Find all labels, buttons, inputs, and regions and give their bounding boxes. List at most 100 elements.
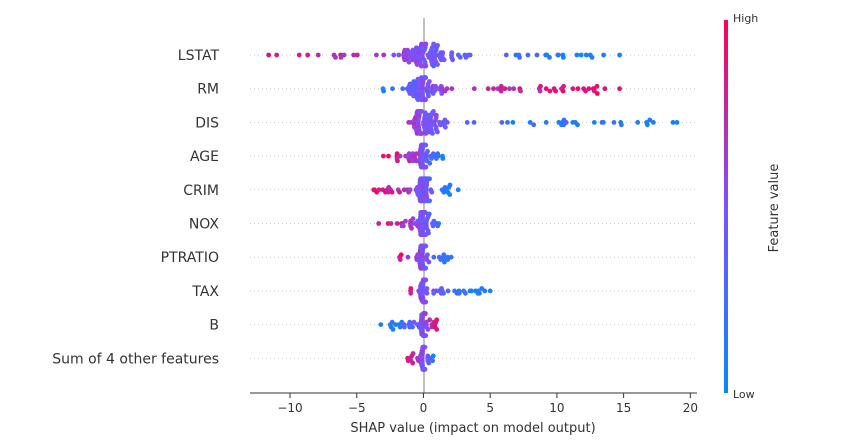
shap-point: [553, 88, 558, 94]
shap-point: [422, 344, 428, 350]
shap-point: [400, 86, 406, 92]
shap-point: [266, 52, 272, 58]
shap-point: [423, 131, 429, 136]
colorbar: [724, 20, 728, 393]
x-axis-title: SHAP value (impact on model output): [350, 421, 595, 436]
shap-point: [427, 79, 432, 84]
shap-point: [518, 88, 523, 94]
shap-point: [425, 353, 431, 359]
shap-point: [560, 88, 566, 94]
shap-point: [449, 86, 455, 92]
shap-point: [444, 86, 450, 92]
shap-point: [469, 288, 474, 294]
shap-point: [482, 288, 488, 294]
shap-point: [561, 83, 566, 89]
shap-point: [395, 158, 400, 164]
shap-point: [645, 122, 650, 128]
shap-point: [538, 83, 543, 89]
shap-point: [423, 333, 429, 338]
shap-point: [305, 52, 311, 58]
feature-label: Sum of 4 other features: [52, 351, 219, 367]
shap-point: [674, 120, 680, 125]
shap-point: [440, 50, 446, 55]
colorbar-low-label: Low: [733, 388, 755, 401]
shap-point: [397, 189, 402, 195]
feature-label: LSTAT: [178, 48, 220, 64]
shap-point: [422, 110, 428, 116]
shap-point: [547, 55, 552, 60]
shap-point: [388, 221, 394, 226]
shap-point: [407, 187, 413, 193]
shap-point: [396, 52, 402, 58]
row-guide-lines: [250, 54, 697, 359]
shap-point: [543, 120, 549, 125]
shap-point: [429, 189, 435, 195]
feature-label: DIS: [195, 115, 219, 131]
shap-point: [423, 299, 429, 305]
shap-point: [433, 112, 439, 118]
shap-point: [498, 83, 504, 89]
shap-point: [423, 265, 429, 271]
shap-point: [594, 83, 600, 89]
shap-point: [408, 290, 414, 296]
shap-point: [455, 187, 461, 193]
shap-point: [531, 122, 537, 128]
shap-point: [397, 257, 403, 262]
shap-point: [448, 254, 454, 260]
shap-point: [434, 327, 440, 332]
shap-point: [499, 120, 505, 125]
shap-point: [296, 52, 302, 58]
shap-point: [511, 86, 517, 92]
shap-point: [397, 324, 403, 330]
shap-point: [591, 120, 597, 125]
shap-point: [409, 225, 414, 231]
shap-point: [534, 52, 540, 58]
x-tick-label: 10: [549, 401, 564, 415]
shap-point: [570, 86, 576, 92]
shap-point: [427, 317, 433, 323]
shap-point: [398, 252, 404, 258]
shap-point: [503, 52, 509, 58]
shap-point: [498, 88, 504, 94]
shap-point: [543, 86, 549, 92]
shap-point: [403, 218, 408, 224]
shap-point: [419, 109, 425, 114]
shap-point: [507, 86, 512, 92]
shap-point: [471, 120, 477, 125]
shap-point: [574, 52, 580, 58]
shap-point: [386, 153, 391, 159]
shap-point: [378, 322, 384, 327]
shap-point: [464, 120, 470, 125]
shap-point: [456, 290, 462, 296]
shap-point: [432, 88, 437, 94]
feature-label: TAX: [191, 284, 219, 300]
x-tick-label: 20: [683, 401, 698, 415]
shap-point: [602, 86, 608, 92]
x-tick-label: 15: [616, 401, 631, 415]
shap-point: [436, 153, 441, 159]
shap-point: [619, 122, 624, 128]
feature-label: B: [209, 318, 219, 334]
x-tick-label: −10: [277, 401, 302, 415]
shap-point: [670, 120, 676, 125]
shap-point: [471, 86, 477, 92]
x-tick-label: −5: [348, 401, 366, 415]
shap-point: [427, 160, 433, 166]
shap-point: [635, 120, 641, 125]
shap-point: [447, 192, 453, 198]
shap-point: [431, 254, 437, 260]
shap-point: [402, 324, 407, 330]
colorbar-title: Feature value: [767, 164, 782, 253]
shap-point: [423, 277, 429, 283]
shap-point: [422, 210, 428, 215]
shap-point: [485, 86, 491, 92]
shap-point: [505, 120, 510, 125]
shap-point: [477, 290, 482, 296]
shap-point: [406, 59, 412, 65]
shap-point: [442, 259, 447, 265]
shap-point: [436, 221, 442, 226]
feature-label: AGE: [190, 149, 219, 165]
feature-label: NOX: [189, 217, 220, 233]
shap-point: [586, 86, 592, 92]
